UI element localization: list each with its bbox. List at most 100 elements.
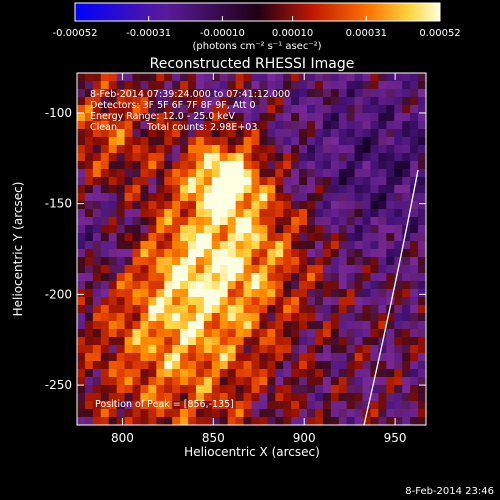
heatmap-cell [243, 233, 253, 242]
heatmap-cell [299, 81, 308, 90]
heatmap-cell [402, 313, 411, 322]
heatmap-cell [314, 361, 324, 370]
heatmap-cell [418, 249, 426, 258]
heatmap-cell [386, 273, 395, 282]
heatmap-cell [259, 129, 268, 138]
heatmap-cell [299, 97, 308, 106]
heatmap-cell [164, 345, 173, 354]
heatmap-cell [354, 185, 364, 194]
timestamp: 8-Feb-2014 23:46 [405, 486, 494, 497]
heatmap-cell [338, 265, 348, 274]
heatmap-cell [283, 345, 292, 354]
heatmap-cell [394, 233, 403, 242]
heatmap-cell [251, 409, 261, 418]
heatmap-cell [156, 417, 165, 425]
heatmap-cell [338, 337, 348, 346]
heatmap-cell [307, 321, 316, 330]
heatmap-cell [156, 169, 165, 178]
heatmap-cell [307, 249, 316, 258]
heatmap-cell [267, 289, 276, 298]
heatmap-cell [362, 169, 372, 178]
heatmap-cell [386, 321, 395, 330]
heatmap-cell [148, 401, 157, 410]
heatmap-cell [243, 345, 253, 354]
heatmap-cell [314, 225, 324, 234]
heatmap-cell [203, 121, 213, 130]
heatmap-cell [386, 249, 395, 258]
heatmap-cell [188, 377, 197, 386]
heatmap-cell [370, 217, 380, 226]
heatmap-cell [77, 329, 86, 338]
heatmap-cell [370, 329, 380, 338]
heatmap-cell [156, 241, 165, 250]
heatmap-cell [307, 121, 316, 130]
heatmap-cell [172, 233, 181, 242]
heatmap-cell [378, 217, 387, 226]
heatmap-cell [172, 265, 181, 274]
heatmap-cell [219, 345, 229, 354]
heatmap-cell [156, 233, 165, 242]
heatmap-cell [386, 153, 395, 162]
heatmap-cell [291, 97, 300, 106]
heatmap-cell [100, 265, 110, 274]
heatmap-cell [330, 209, 340, 218]
heatmap-cell [92, 161, 102, 170]
heatmap-cell [291, 385, 300, 394]
heatmap-cell [346, 377, 356, 386]
heatmap-cell [291, 297, 300, 306]
heatmap-cell [402, 353, 411, 362]
heatmap-cell [378, 321, 387, 330]
heatmap-cell [100, 337, 110, 346]
heatmap-cell [267, 249, 276, 258]
heatmap-cell [378, 369, 387, 378]
heatmap-cell [108, 345, 118, 354]
heatmap-cell [338, 201, 348, 210]
heatmap-cell [410, 161, 419, 170]
heatmap-cell [219, 233, 229, 242]
heatmap-cell [132, 353, 142, 362]
heatmap-cell [124, 153, 134, 162]
heatmap-cell [259, 185, 268, 194]
heatmap-cell [267, 201, 276, 210]
heatmap-cell [291, 89, 300, 98]
heatmap-cell [243, 313, 253, 322]
heatmap-cell [132, 153, 142, 162]
heatmap-cell [386, 233, 395, 242]
heatmap-cell [362, 249, 372, 258]
heatmap-cell [84, 89, 94, 98]
heatmap-cell [148, 393, 157, 402]
heatmap-cell [275, 385, 284, 394]
heatmap-cell [299, 145, 308, 154]
heatmap-cell [275, 169, 284, 178]
heatmap-cell [108, 393, 118, 402]
heatmap-cell [140, 145, 149, 154]
heatmap-cell [180, 137, 189, 146]
heatmap-cell [378, 161, 387, 170]
heatmap-cell [370, 89, 380, 98]
heatmap-cell [116, 105, 126, 114]
heatmap-cell [378, 305, 387, 314]
heatmap-cell [418, 313, 426, 322]
heatmap-cell [172, 241, 181, 250]
heatmap-cell [116, 201, 126, 210]
heatmap-cell [362, 225, 372, 234]
heatmap-cell [394, 353, 403, 362]
heatmap-cell [299, 305, 308, 314]
heatmap-cell [108, 161, 118, 170]
heatmap-cell [291, 265, 300, 274]
heatmap-cell [84, 257, 94, 266]
annotation-peak-position: Position of Peak = [856,-135] [95, 399, 234, 410]
heatmap-cell [84, 161, 94, 170]
heatmap-cell [211, 193, 221, 202]
heatmap-cell [251, 185, 261, 194]
heatmap-cell [322, 217, 332, 226]
heatmap-cell [322, 209, 332, 218]
heatmap-cell [267, 233, 276, 242]
heatmap-cell [291, 273, 300, 282]
heatmap-cell [132, 329, 142, 338]
heatmap-cell [386, 329, 395, 338]
heatmap-cell [267, 193, 276, 202]
heatmap-cell [275, 329, 284, 338]
heatmap-cell [370, 193, 380, 202]
heatmap-cell [267, 177, 276, 186]
